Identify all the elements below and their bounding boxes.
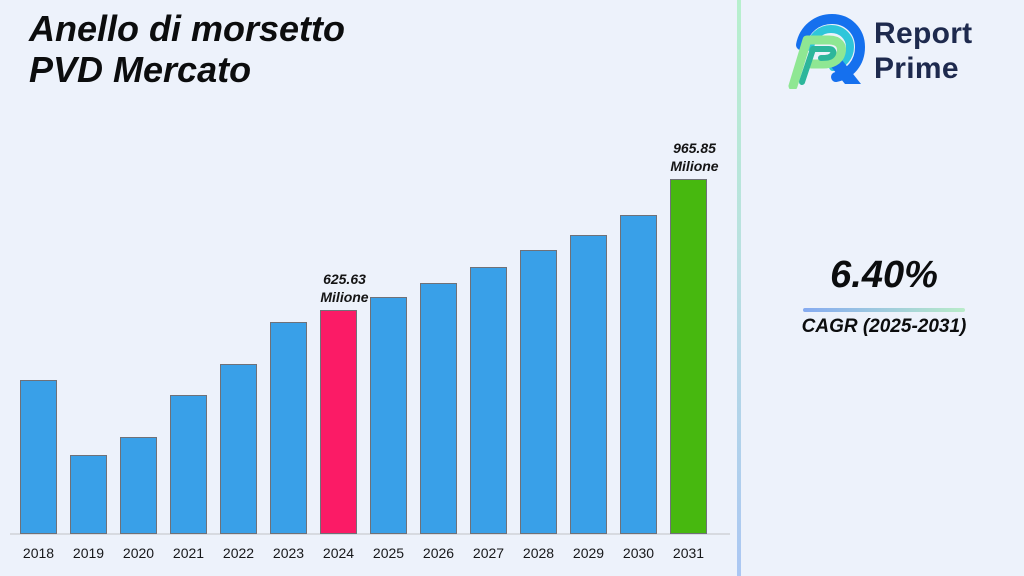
bar-2021 bbox=[170, 395, 207, 534]
x-tick-label-2026: 2026 bbox=[422, 545, 455, 561]
x-tick-label-2021: 2021 bbox=[172, 545, 205, 561]
x-tick-label-2031: 2031 bbox=[672, 545, 705, 561]
x-tick-label-2025: 2025 bbox=[372, 545, 405, 561]
page-title-line2: PVD Mercato bbox=[29, 49, 252, 90]
report-prime-logo-icon bbox=[788, 13, 866, 89]
brand-name-line1: Report bbox=[874, 17, 973, 50]
bar-2024 bbox=[320, 310, 357, 534]
x-tick-label-2023: 2023 bbox=[272, 545, 305, 561]
cagr-value: 6.40% bbox=[830, 254, 938, 296]
x-tick-label-2018: 2018 bbox=[22, 545, 55, 561]
x-tick-label-2030: 2030 bbox=[622, 545, 655, 561]
panel-divider bbox=[737, 0, 741, 576]
cagr-label: CAGR (2025-2031) bbox=[801, 316, 967, 337]
x-tick-label-2019: 2019 bbox=[72, 545, 105, 561]
x-axis-line bbox=[10, 533, 730, 535]
bar-2028 bbox=[520, 250, 557, 534]
brand-logo: Report Prime bbox=[786, 13, 972, 89]
bar-2023 bbox=[270, 322, 307, 534]
x-tick-label-2027: 2027 bbox=[472, 545, 505, 561]
bar-2020 bbox=[120, 437, 157, 534]
x-tick-label-2020: 2020 bbox=[122, 545, 155, 561]
bar-2019 bbox=[70, 455, 107, 534]
bar-2025 bbox=[370, 297, 407, 534]
brand-name-line2: Prime bbox=[874, 52, 959, 85]
bar-2031 bbox=[670, 179, 707, 534]
data-label-value: 965.85 bbox=[673, 140, 716, 156]
x-tick-label-2028: 2028 bbox=[522, 545, 555, 561]
bar-2029 bbox=[570, 235, 607, 534]
x-tick-label-2024: 2024 bbox=[322, 545, 355, 561]
bar-2018 bbox=[20, 380, 57, 534]
data-label-unit: Milione bbox=[320, 288, 369, 305]
bar-2030 bbox=[620, 215, 657, 534]
page-title-line1: Anello di morsetto bbox=[29, 8, 346, 49]
bar-2022 bbox=[220, 364, 257, 534]
bar-2026 bbox=[420, 283, 457, 534]
data-label-unit: Milione bbox=[670, 157, 719, 174]
data-label-2024: 625.63 Milione bbox=[300, 271, 390, 306]
bar-chart: 2018 2019 2020 2021 2022 2023 2024 625.63 Milion… bbox=[10, 140, 740, 561]
data-label-2031: 965.85 Milione bbox=[650, 140, 740, 175]
brand-name: Report Prime bbox=[874, 13, 972, 86]
data-label-value: 625.63 bbox=[323, 271, 366, 287]
page-title: Anello di morsetto PVD Mercato bbox=[29, 8, 345, 90]
x-tick-label-2029: 2029 bbox=[572, 545, 605, 561]
x-tick-label-2022: 2022 bbox=[222, 545, 255, 561]
bar-2027 bbox=[470, 267, 507, 534]
cagr-underline bbox=[803, 308, 965, 312]
